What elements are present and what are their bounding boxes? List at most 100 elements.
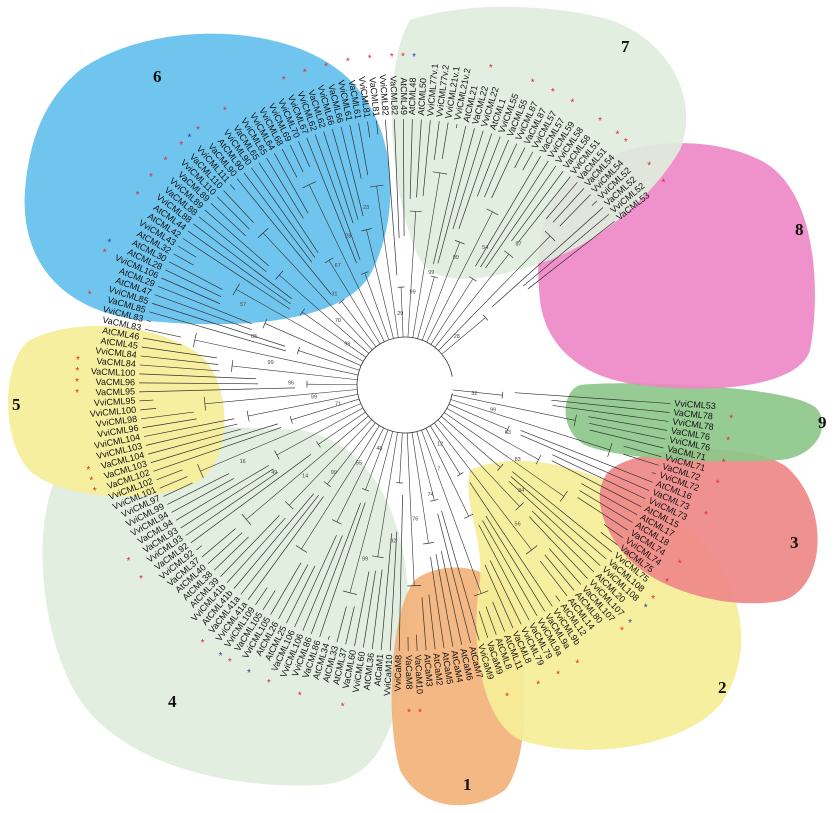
internal-branch <box>446 408 539 460</box>
red-star-marker: * <box>722 457 726 468</box>
bootstrap-value: 63 <box>505 430 511 436</box>
terminal-branch <box>437 128 475 264</box>
terminal-branch <box>148 428 241 455</box>
bootstrap-value: 96 <box>288 381 294 387</box>
terminal-branch <box>153 427 282 472</box>
red-star-marker: * <box>647 161 651 172</box>
terminal-branch <box>262 590 276 611</box>
internal-branch <box>451 394 576 421</box>
internal-branch <box>308 184 385 342</box>
bootstrap-value: 48 <box>376 446 382 452</box>
red-star-marker: * <box>298 690 302 701</box>
terminal-branch <box>273 153 309 214</box>
clade-number-8: 8 <box>795 220 804 239</box>
leaf-label: VviCML77v.1 <box>425 63 440 117</box>
internal-branch <box>361 228 372 232</box>
terminal-branch <box>141 346 217 359</box>
leaf-label: AtCML36 <box>362 652 377 690</box>
internal-branch <box>241 513 252 525</box>
terminal-branch <box>140 408 157 411</box>
bootstrap-value: 85 <box>251 334 257 340</box>
terminal-branch <box>139 364 220 372</box>
terminal-branch <box>340 126 364 217</box>
terminal-branch <box>298 141 310 168</box>
terminal-branch <box>210 202 247 237</box>
internal-branch <box>429 425 461 475</box>
terminal-branch <box>177 245 197 258</box>
internal-branch <box>366 229 394 339</box>
terminal-branch <box>180 468 274 529</box>
blue-star-marker: * <box>628 618 632 629</box>
terminal-branch <box>266 157 304 219</box>
terminal-branch <box>144 328 182 338</box>
bootstrap-value: 16 <box>240 459 246 465</box>
leaf-label: VviCaM8 <box>393 655 404 692</box>
red-star-marker: * <box>75 366 79 377</box>
internal-branch <box>430 278 474 345</box>
bootstrap-value: 49 <box>271 470 277 476</box>
terminal-branch <box>314 134 361 260</box>
red-star-marker: * <box>651 594 655 605</box>
terminal-branch <box>478 524 530 621</box>
terminal-branch <box>485 606 497 635</box>
terminal-branch <box>559 194 591 227</box>
terminal-branch <box>492 601 506 632</box>
internal-branch <box>364 272 390 340</box>
bootstrap-value: 55 <box>356 461 362 467</box>
terminal-branch <box>458 133 493 230</box>
terminal-branch <box>480 160 549 268</box>
terminal-branch <box>389 531 398 651</box>
red-star-marker: * <box>716 479 720 490</box>
terminal-branch <box>331 129 359 220</box>
terminal-branch <box>600 532 618 546</box>
terminal-branch <box>517 176 571 244</box>
internal-branch <box>288 419 372 506</box>
clade-7-area <box>391 6 687 279</box>
root-arc <box>356 336 453 434</box>
red-star-marker: * <box>368 54 372 65</box>
bootstrap-value: 12 <box>437 442 443 448</box>
bootstrap-value: 71 <box>335 401 341 407</box>
red-star-marker: * <box>598 116 602 127</box>
terminal-branch <box>229 184 236 190</box>
bootstrap-value: 99 <box>311 394 317 400</box>
terminal-branch <box>143 418 235 437</box>
internal-branch <box>452 389 503 396</box>
terminal-branch <box>278 564 309 620</box>
leaf-label: VviCML95 <box>94 396 136 408</box>
internal-branch <box>423 542 434 545</box>
red-star-marker: * <box>665 577 669 588</box>
terminal-branch <box>185 471 279 536</box>
internal-branch <box>433 422 532 551</box>
leaf-label: VviCML100 <box>89 405 136 419</box>
blue-star-marker: * <box>107 238 111 249</box>
internal-branch <box>544 230 556 242</box>
red-star-marker: * <box>126 556 130 567</box>
terminal-branch <box>258 162 319 254</box>
leaf-label: AtCaM2 <box>431 653 445 686</box>
red-star-marker: * <box>489 63 493 74</box>
red-star-marker: * <box>88 289 92 300</box>
terminal-branch <box>187 230 292 305</box>
internal-branch <box>400 287 404 338</box>
bootstrap-value: 67 <box>335 263 341 269</box>
red-star-marker: * <box>136 190 140 201</box>
terminal-branch <box>437 513 471 643</box>
bootstrap-value: 99 <box>428 270 434 276</box>
red-star-marker: * <box>575 659 579 670</box>
terminal-branch <box>286 565 316 624</box>
red-star-marker: * <box>164 155 168 166</box>
leaf-label: VviCaM10 <box>382 654 394 696</box>
red-star-marker: * <box>662 178 666 189</box>
terminal-branch <box>441 122 449 160</box>
terminal-branch <box>207 532 243 564</box>
internal-branch <box>349 431 394 593</box>
internal-branch <box>486 208 499 216</box>
internal-branch <box>369 184 384 188</box>
bootstrap-value: 70 <box>335 318 341 324</box>
terminal-branch <box>544 554 575 591</box>
terminal-branch <box>145 423 238 446</box>
terminal-branch <box>193 223 293 300</box>
